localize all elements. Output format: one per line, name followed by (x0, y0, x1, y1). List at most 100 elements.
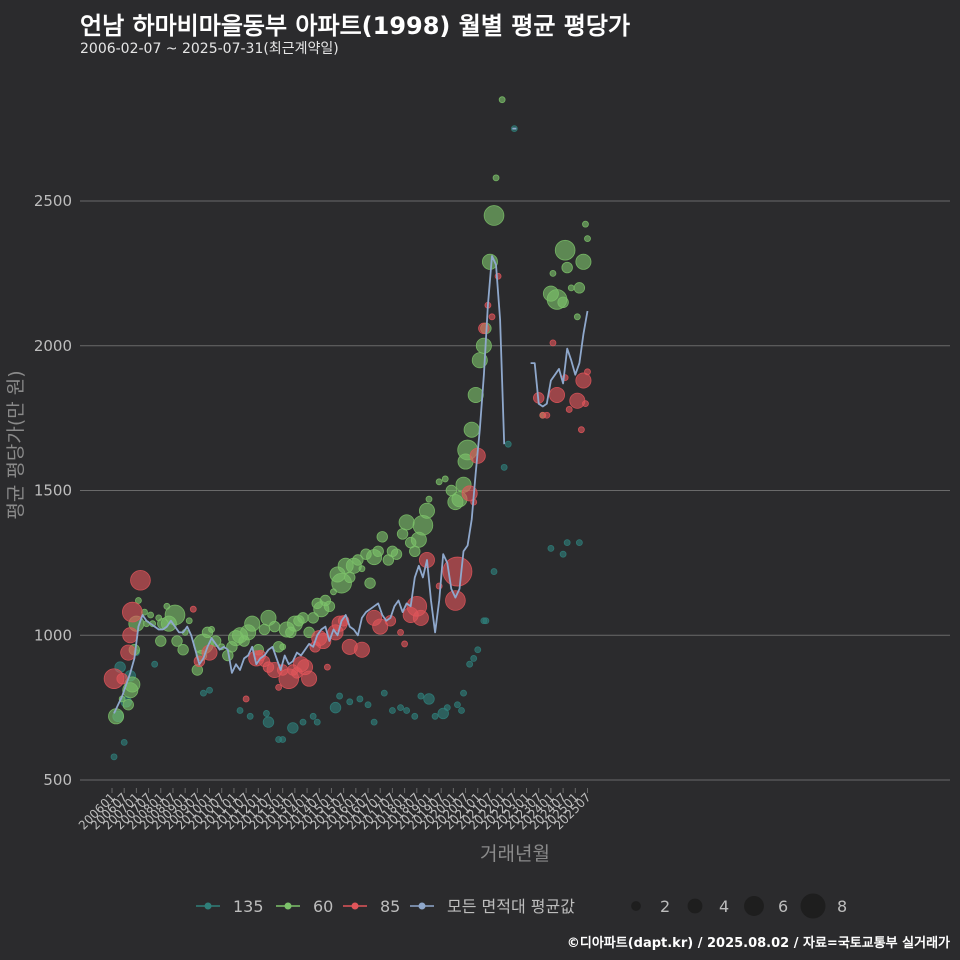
legend-size-circle (631, 901, 641, 911)
scatter-point-135 (200, 689, 207, 697)
scatter-point-60 (135, 597, 142, 604)
scatter-point-60 (418, 502, 435, 519)
legend-dot-85 (351, 902, 359, 910)
scatter-point-60 (492, 174, 500, 182)
scatter-point-135 (490, 568, 498, 575)
scatter-point-60 (573, 282, 586, 294)
scatter-point-135 (417, 692, 425, 700)
scatter-point-60 (573, 313, 581, 321)
scatter-point-60 (435, 478, 443, 486)
legend-size-label: 2 (660, 897, 670, 916)
scatter-point-135 (454, 701, 461, 709)
legend-size-label: 8 (837, 897, 847, 916)
scatter-point-60 (467, 386, 484, 403)
scatter-point-135 (474, 646, 482, 654)
average-line (113, 255, 506, 714)
legend-label-모든 면적대 평균값: 모든 면적대 평균값 (447, 897, 575, 916)
scatter-point-135 (120, 738, 128, 746)
scatter-point-85 (372, 618, 389, 635)
scatter-point-60 (376, 531, 388, 543)
scatter-point-135 (547, 545, 555, 552)
scatter-point-85 (353, 641, 370, 658)
scatter-point-135 (482, 617, 490, 625)
scatter-point-135 (411, 712, 419, 720)
scatter-point-85 (577, 426, 585, 434)
scatter-point-85 (549, 339, 557, 347)
scatter-point-135 (458, 707, 465, 714)
x-axis: 2006012006072007012007072008012008072009… (76, 788, 594, 833)
scatter-point-85 (575, 372, 592, 389)
scatter-point-60 (164, 604, 186, 626)
legend-dot-모든 면적대 평균값 (418, 902, 426, 910)
chart-title: 언남 하마비마을동부 아파트(1998) 월별 평균 평당가 (80, 12, 631, 40)
scatter-point-60 (425, 495, 433, 503)
y-tick-label: 1500 (34, 482, 72, 500)
scatter-point-60 (323, 600, 336, 613)
scatter-point-60 (147, 611, 155, 619)
scatter-point-60 (185, 617, 193, 625)
scatter-point-60 (584, 235, 591, 243)
scatter-point-85 (130, 569, 151, 591)
scatter-point-135 (279, 736, 287, 743)
legend-label-135: 135 (233, 897, 264, 916)
scatter-point-60 (390, 548, 403, 560)
scatter-point-135 (460, 689, 467, 697)
scatter-point-135 (437, 707, 449, 720)
scatter-point-135 (236, 707, 244, 714)
scatter-point-135 (364, 701, 372, 709)
scatter-point-85 (445, 590, 466, 611)
scatter-point-60 (171, 635, 183, 647)
scatter-point-60 (557, 296, 569, 309)
scatter-point-60 (498, 96, 506, 104)
scatter-point-135 (356, 695, 364, 703)
legend-size-label: 4 (719, 897, 729, 916)
average-line-layer (113, 127, 589, 714)
scatter-point-135 (431, 712, 439, 720)
y-tick-label: 2000 (34, 337, 72, 355)
scatter-point-60 (177, 644, 189, 656)
scatter-point-60 (279, 643, 287, 651)
scatter-point-135 (504, 440, 512, 448)
scatter-point-85 (488, 313, 496, 321)
scatter-point-85 (569, 392, 586, 409)
y-tick-label: 500 (43, 771, 72, 789)
scatter-point-60 (483, 205, 505, 226)
scatter-points (103, 96, 592, 761)
scatter-point-135 (403, 707, 411, 714)
scatter-point-60 (412, 514, 434, 536)
scatter-point-85 (201, 644, 218, 661)
legend-size-label: 6 (778, 897, 788, 916)
scatter-point-135 (397, 704, 404, 712)
scatter-point-60 (398, 514, 415, 531)
legend-dot-60 (284, 902, 292, 910)
scatter-point-135 (329, 701, 342, 714)
scatter-point-135 (206, 686, 213, 694)
scatter-point-85 (323, 663, 331, 671)
scatter-point-60 (244, 615, 261, 632)
scatter-point-60 (475, 337, 492, 354)
legend-label-60: 60 (313, 897, 333, 916)
scatter-point-85 (565, 406, 573, 413)
scatter-point-135 (313, 718, 321, 726)
grid-layer (80, 200, 950, 781)
scatter-point-60 (561, 261, 573, 274)
scatter-point-60 (554, 239, 576, 261)
scatter-point-60 (358, 565, 366, 573)
legend-dot-135 (204, 902, 212, 910)
scatter-point-135 (563, 539, 571, 547)
scatter-point-60 (155, 635, 167, 647)
scatter-point-60 (567, 284, 575, 292)
x-axis-label: 거래년월 (480, 843, 550, 865)
scatter-point-135 (299, 718, 307, 726)
scatter-point-135 (470, 655, 478, 662)
scatter-point-135 (287, 722, 299, 734)
scatter-point-85 (401, 640, 409, 648)
scatter-point-135 (559, 550, 567, 558)
scatter-point-135 (262, 716, 275, 728)
average-line (530, 310, 589, 408)
scatter-point-60 (208, 626, 215, 633)
scatter-point-85 (189, 605, 197, 613)
scatter-point-135 (423, 693, 435, 705)
scatter-point-60 (268, 620, 281, 633)
